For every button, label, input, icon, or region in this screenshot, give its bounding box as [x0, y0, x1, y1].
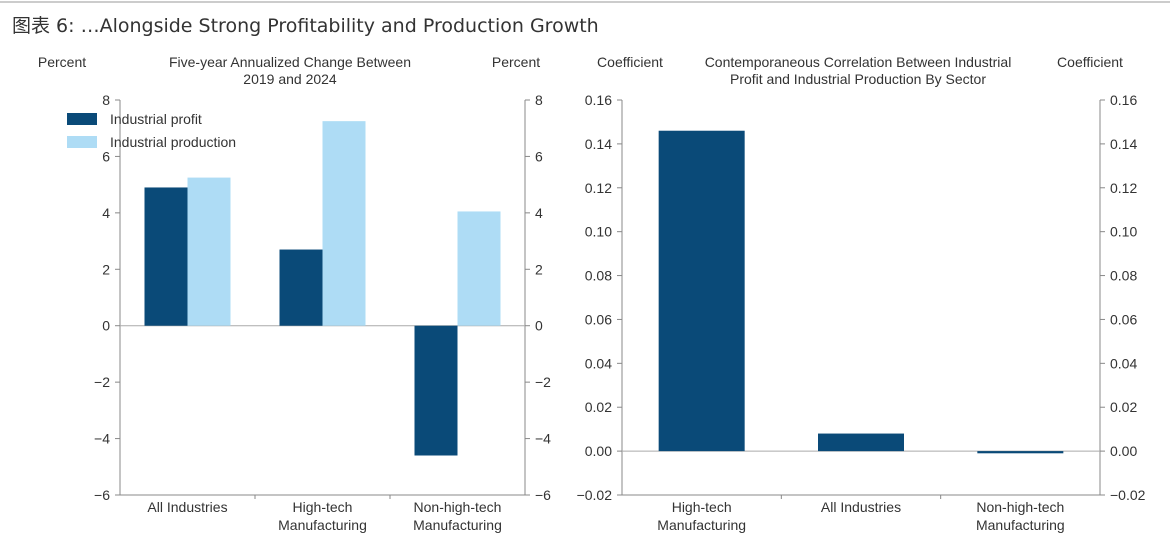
- x-tick-label: All Industries: [147, 499, 227, 515]
- y-tick-label-left: 0.14: [585, 136, 612, 152]
- x-tick-label: Manufacturing: [657, 517, 746, 533]
- y-tick-label-right: 4: [535, 205, 543, 221]
- y-tick-label-left: 0.08: [585, 268, 612, 284]
- chart-title: Profit and Industrial Production By Sect…: [730, 71, 986, 87]
- y-tick-label-right: 2: [535, 261, 543, 277]
- y-tick-label-left: 4: [102, 205, 110, 221]
- y-tick-label-left: 0.16: [585, 92, 612, 108]
- chart-1: Five-year Annualized Change Between2019 …: [38, 54, 551, 533]
- y-tick-label-left: 0.02: [585, 399, 612, 415]
- y-tick-label-left: 8: [102, 92, 110, 108]
- chart-title: 2019 and 2024: [243, 71, 337, 87]
- y-axis-label-right: Percent: [492, 54, 540, 70]
- y-tick-label-right: 0.06: [1110, 311, 1137, 327]
- y-tick-label-right: −4: [535, 431, 551, 447]
- chart-2: Contemporaneous Correlation Between Indu…: [577, 54, 1146, 533]
- y-tick-label-left: 0: [102, 318, 110, 334]
- y-tick-label-right: 0.10: [1110, 224, 1137, 240]
- legend-label: Industrial profit: [110, 111, 202, 127]
- y-tick-label-right: 0.16: [1110, 92, 1137, 108]
- y-tick-label-left: 0.10: [585, 224, 612, 240]
- y-tick-label-right: 0.04: [1110, 355, 1137, 371]
- bar-industrial-production: [187, 177, 231, 326]
- y-tick-label-left: 0.12: [585, 180, 612, 196]
- y-tick-label-right: 6: [535, 148, 543, 164]
- x-tick-label: Non-high-tech: [414, 499, 502, 515]
- chart-title: Five-year Annualized Change Between: [169, 54, 411, 70]
- x-tick-label: High-tech: [672, 499, 732, 515]
- y-axis-label-right: Coefficient: [1057, 54, 1123, 70]
- y-tick-label-left: −2: [94, 374, 110, 390]
- bar-industrial-profit: [279, 249, 323, 326]
- y-tick-label-left: 6: [102, 148, 110, 164]
- x-tick-label: Manufacturing: [976, 517, 1065, 533]
- y-tick-label-left: −6: [94, 487, 110, 503]
- x-tick-label: Non-high-tech: [976, 499, 1064, 515]
- bar-industrial-production: [457, 211, 501, 326]
- y-axis-label-left: Coefficient: [597, 54, 663, 70]
- y-tick-label-left: 0.04: [585, 355, 612, 371]
- y-axis-label-left: Percent: [38, 54, 86, 70]
- bar-coefficient: [977, 451, 1064, 454]
- figure-title: 图表 6: …Alongside Strong Profitability an…: [12, 15, 599, 37]
- y-tick-label-right: 0.02: [1110, 399, 1137, 415]
- legend-swatch: [67, 113, 97, 125]
- y-tick-label-right: 0.00: [1110, 443, 1137, 459]
- legend-label: Industrial production: [110, 134, 236, 150]
- bar-coefficient: [818, 433, 904, 452]
- y-tick-label-right: −2: [535, 374, 551, 390]
- x-tick-label: Manufacturing: [278, 517, 367, 533]
- y-tick-label-left: 0.06: [585, 311, 612, 327]
- chart-title: Contemporaneous Correlation Between Indu…: [705, 54, 1012, 70]
- y-tick-label-left: 2: [102, 261, 110, 277]
- y-tick-label-right: −0.02: [1110, 487, 1146, 503]
- y-tick-label-right: 0.14: [1110, 136, 1137, 152]
- bar-coefficient: [658, 130, 745, 452]
- bar-industrial-profit: [144, 187, 188, 326]
- x-tick-label: High-tech: [293, 499, 353, 515]
- x-tick-label: All Industries: [821, 499, 901, 515]
- y-tick-label-left: −4: [94, 431, 110, 447]
- y-tick-label-left: −0.02: [577, 487, 613, 503]
- x-tick-label: Manufacturing: [413, 517, 502, 533]
- bar-industrial-production: [322, 121, 366, 326]
- y-tick-label-right: 8: [535, 92, 543, 108]
- y-tick-label-right: −6: [535, 487, 551, 503]
- y-tick-label-right: 0.12: [1110, 180, 1137, 196]
- y-tick-label-right: 0: [535, 318, 543, 334]
- y-tick-label-left: 0.00: [585, 443, 612, 459]
- y-tick-label-right: 0.08: [1110, 268, 1137, 284]
- bar-industrial-profit: [414, 325, 458, 456]
- legend-swatch: [67, 136, 97, 148]
